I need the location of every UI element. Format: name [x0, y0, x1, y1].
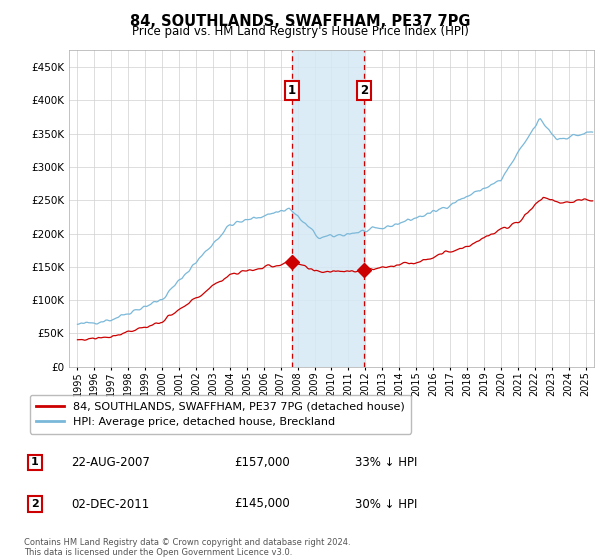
Bar	[292, 50, 364, 367]
Text: £145,000: £145,000	[234, 497, 290, 511]
Text: 84, SOUTHLANDS, SWAFFHAM, PE37 7PG: 84, SOUTHLANDS, SWAFFHAM, PE37 7PG	[130, 14, 470, 29]
Text: 02-DEC-2011: 02-DEC-2011	[71, 497, 149, 511]
Text: Price paid vs. HM Land Registry's House Price Index (HPI): Price paid vs. HM Land Registry's House …	[131, 25, 469, 38]
Text: 2: 2	[31, 499, 39, 509]
Text: 2: 2	[360, 84, 368, 97]
Text: Contains HM Land Registry data © Crown copyright and database right 2024.
This d: Contains HM Land Registry data © Crown c…	[24, 538, 350, 557]
Text: 1: 1	[287, 84, 296, 97]
Text: 22-AUG-2007: 22-AUG-2007	[71, 456, 150, 469]
Text: £157,000: £157,000	[234, 456, 290, 469]
Text: 1: 1	[31, 458, 39, 468]
Text: 33% ↓ HPI: 33% ↓ HPI	[355, 456, 418, 469]
Legend: 84, SOUTHLANDS, SWAFFHAM, PE37 7PG (detached house), HPI: Average price, detache: 84, SOUTHLANDS, SWAFFHAM, PE37 7PG (deta…	[29, 395, 412, 433]
Text: 30% ↓ HPI: 30% ↓ HPI	[355, 497, 418, 511]
